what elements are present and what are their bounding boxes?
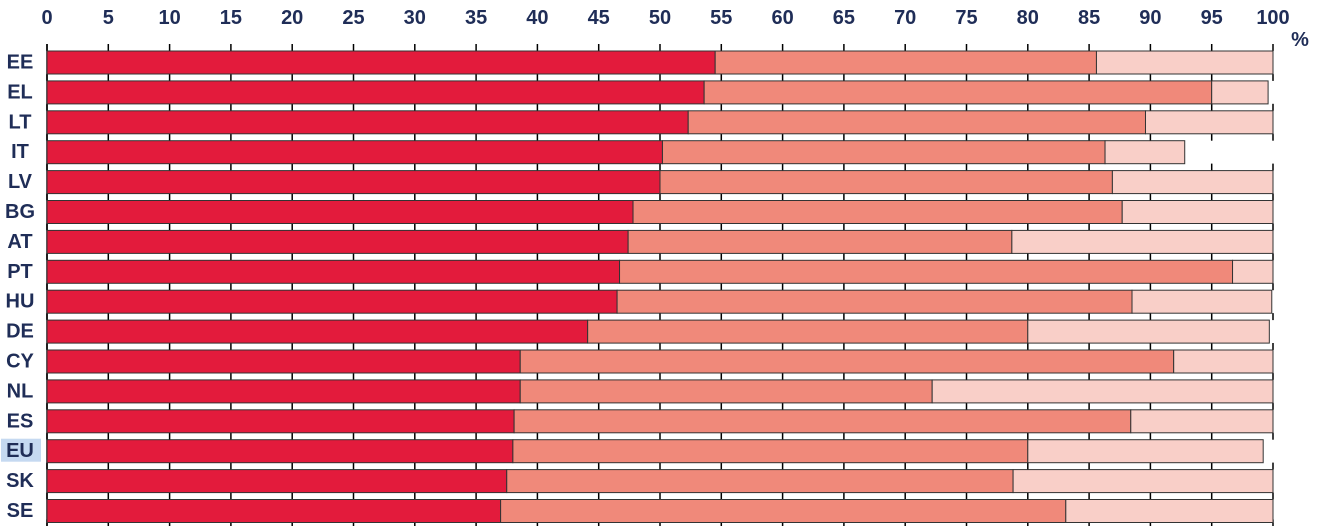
bar-segment: [1012, 469, 1274, 494]
category-labels: EE EL LT IT LV BG AT PT HU DE CY NL ES EU SK SE: [1, 52, 41, 522]
x-tick-label: 55: [710, 7, 732, 29]
bar-segment: [1232, 259, 1274, 284]
bar-segment: [1144, 110, 1274, 135]
bar-segment: [46, 469, 508, 494]
bar-segment: [513, 409, 1132, 434]
category-label: EL: [7, 81, 33, 103]
bar-segment: [46, 439, 514, 464]
x-tick-label: 85: [1078, 7, 1100, 29]
category-label: BG: [5, 201, 35, 223]
bar-segment: [46, 50, 716, 75]
x-tick-label: 10: [158, 7, 180, 29]
bar-segment: [687, 110, 1146, 135]
bar-segment: [931, 379, 1274, 404]
bar-segment: [1011, 229, 1274, 254]
x-tick-label: 65: [833, 7, 855, 29]
category-label: IT: [11, 141, 29, 163]
bar-segment: [1111, 170, 1274, 195]
bar-segment: [46, 379, 521, 404]
bar-segment: [659, 170, 1113, 195]
bar-segment: [46, 110, 689, 135]
bar-segment: [1104, 140, 1186, 165]
bar-segment: [1173, 349, 1274, 374]
bar-segment: [1211, 80, 1269, 105]
bar-segment: [46, 319, 589, 344]
bar-segment: [46, 409, 515, 434]
bar-segment: [46, 229, 629, 254]
bar-segment: [46, 80, 705, 105]
bar-segment: [703, 80, 1213, 105]
x-tick-label: 90: [1139, 7, 1161, 29]
x-tick-label: 25: [342, 7, 364, 29]
bar-segment: [619, 259, 1234, 284]
bar-segment: [519, 379, 933, 404]
x-tick-label: 70: [894, 7, 916, 29]
category-label: EU: [6, 440, 34, 462]
bar-segment: [627, 229, 1013, 254]
bar-segment: [46, 170, 661, 195]
x-axis-ticks: 0 5 10 15 20 25 30 35 40 45 50 55 60 65 70 75 80 85 90 95 10…: [41, 7, 1290, 528]
x-tick-label: 20: [281, 7, 303, 29]
x-tick-label: 35: [465, 7, 487, 29]
x-tick-label: 40: [526, 7, 548, 29]
category-label: DE: [6, 321, 34, 343]
bar-segment: [512, 439, 1029, 464]
category-label: SK: [6, 470, 34, 492]
bar-segment: [632, 200, 1123, 224]
bar-segment: [661, 140, 1106, 165]
bar-segment: [1027, 319, 1270, 344]
bar-segment: [1130, 409, 1274, 434]
bar-segment: [46, 200, 634, 224]
category-label: NL: [7, 380, 34, 402]
category-label: LT: [9, 111, 32, 133]
x-tick-label: 75: [955, 7, 977, 29]
x-tick-label: 80: [1017, 7, 1039, 29]
category-label: HU: [6, 291, 35, 313]
category-label: ES: [7, 410, 34, 432]
bar-segment: [46, 259, 621, 284]
x-tick-label: 95: [1201, 7, 1223, 29]
bar-segment: [46, 289, 618, 314]
x-tick-label: 100: [1256, 7, 1289, 29]
x-tick-label: 45: [588, 7, 610, 29]
x-tick-label: 15: [220, 7, 242, 29]
category-label: EE: [7, 52, 34, 74]
bar-segment: [587, 319, 1029, 344]
bar-segment: [714, 50, 1097, 75]
x-tick-label: 30: [404, 7, 426, 29]
category-label: LV: [8, 171, 33, 193]
bars: [46, 50, 1274, 523]
x-tick-label: 50: [649, 7, 671, 29]
category-label: SE: [7, 500, 34, 522]
bar-segment: [506, 469, 1014, 494]
bar-segment: [46, 499, 502, 523]
category-label: CY: [6, 351, 34, 373]
bar-segment: [46, 140, 663, 165]
x-tick-label: 60: [771, 7, 793, 29]
bar-segment: [1027, 439, 1264, 464]
bar-segment: [519, 349, 1175, 374]
bar-segment: [1121, 200, 1274, 224]
x-tick-label: 5: [103, 7, 114, 29]
bar-segment: [1095, 50, 1274, 75]
bar-segment: [616, 289, 1133, 314]
bar-segment: [1065, 499, 1274, 523]
bar-segment: [1131, 289, 1273, 314]
category-highlight: [1, 438, 41, 462]
category-label: PT: [7, 261, 33, 283]
bar-segment: [500, 499, 1067, 523]
bar-segment: [46, 349, 521, 374]
category-label: AT: [7, 231, 32, 253]
x-tick-label: 0: [41, 7, 52, 29]
unit-label: %: [1291, 29, 1309, 51]
